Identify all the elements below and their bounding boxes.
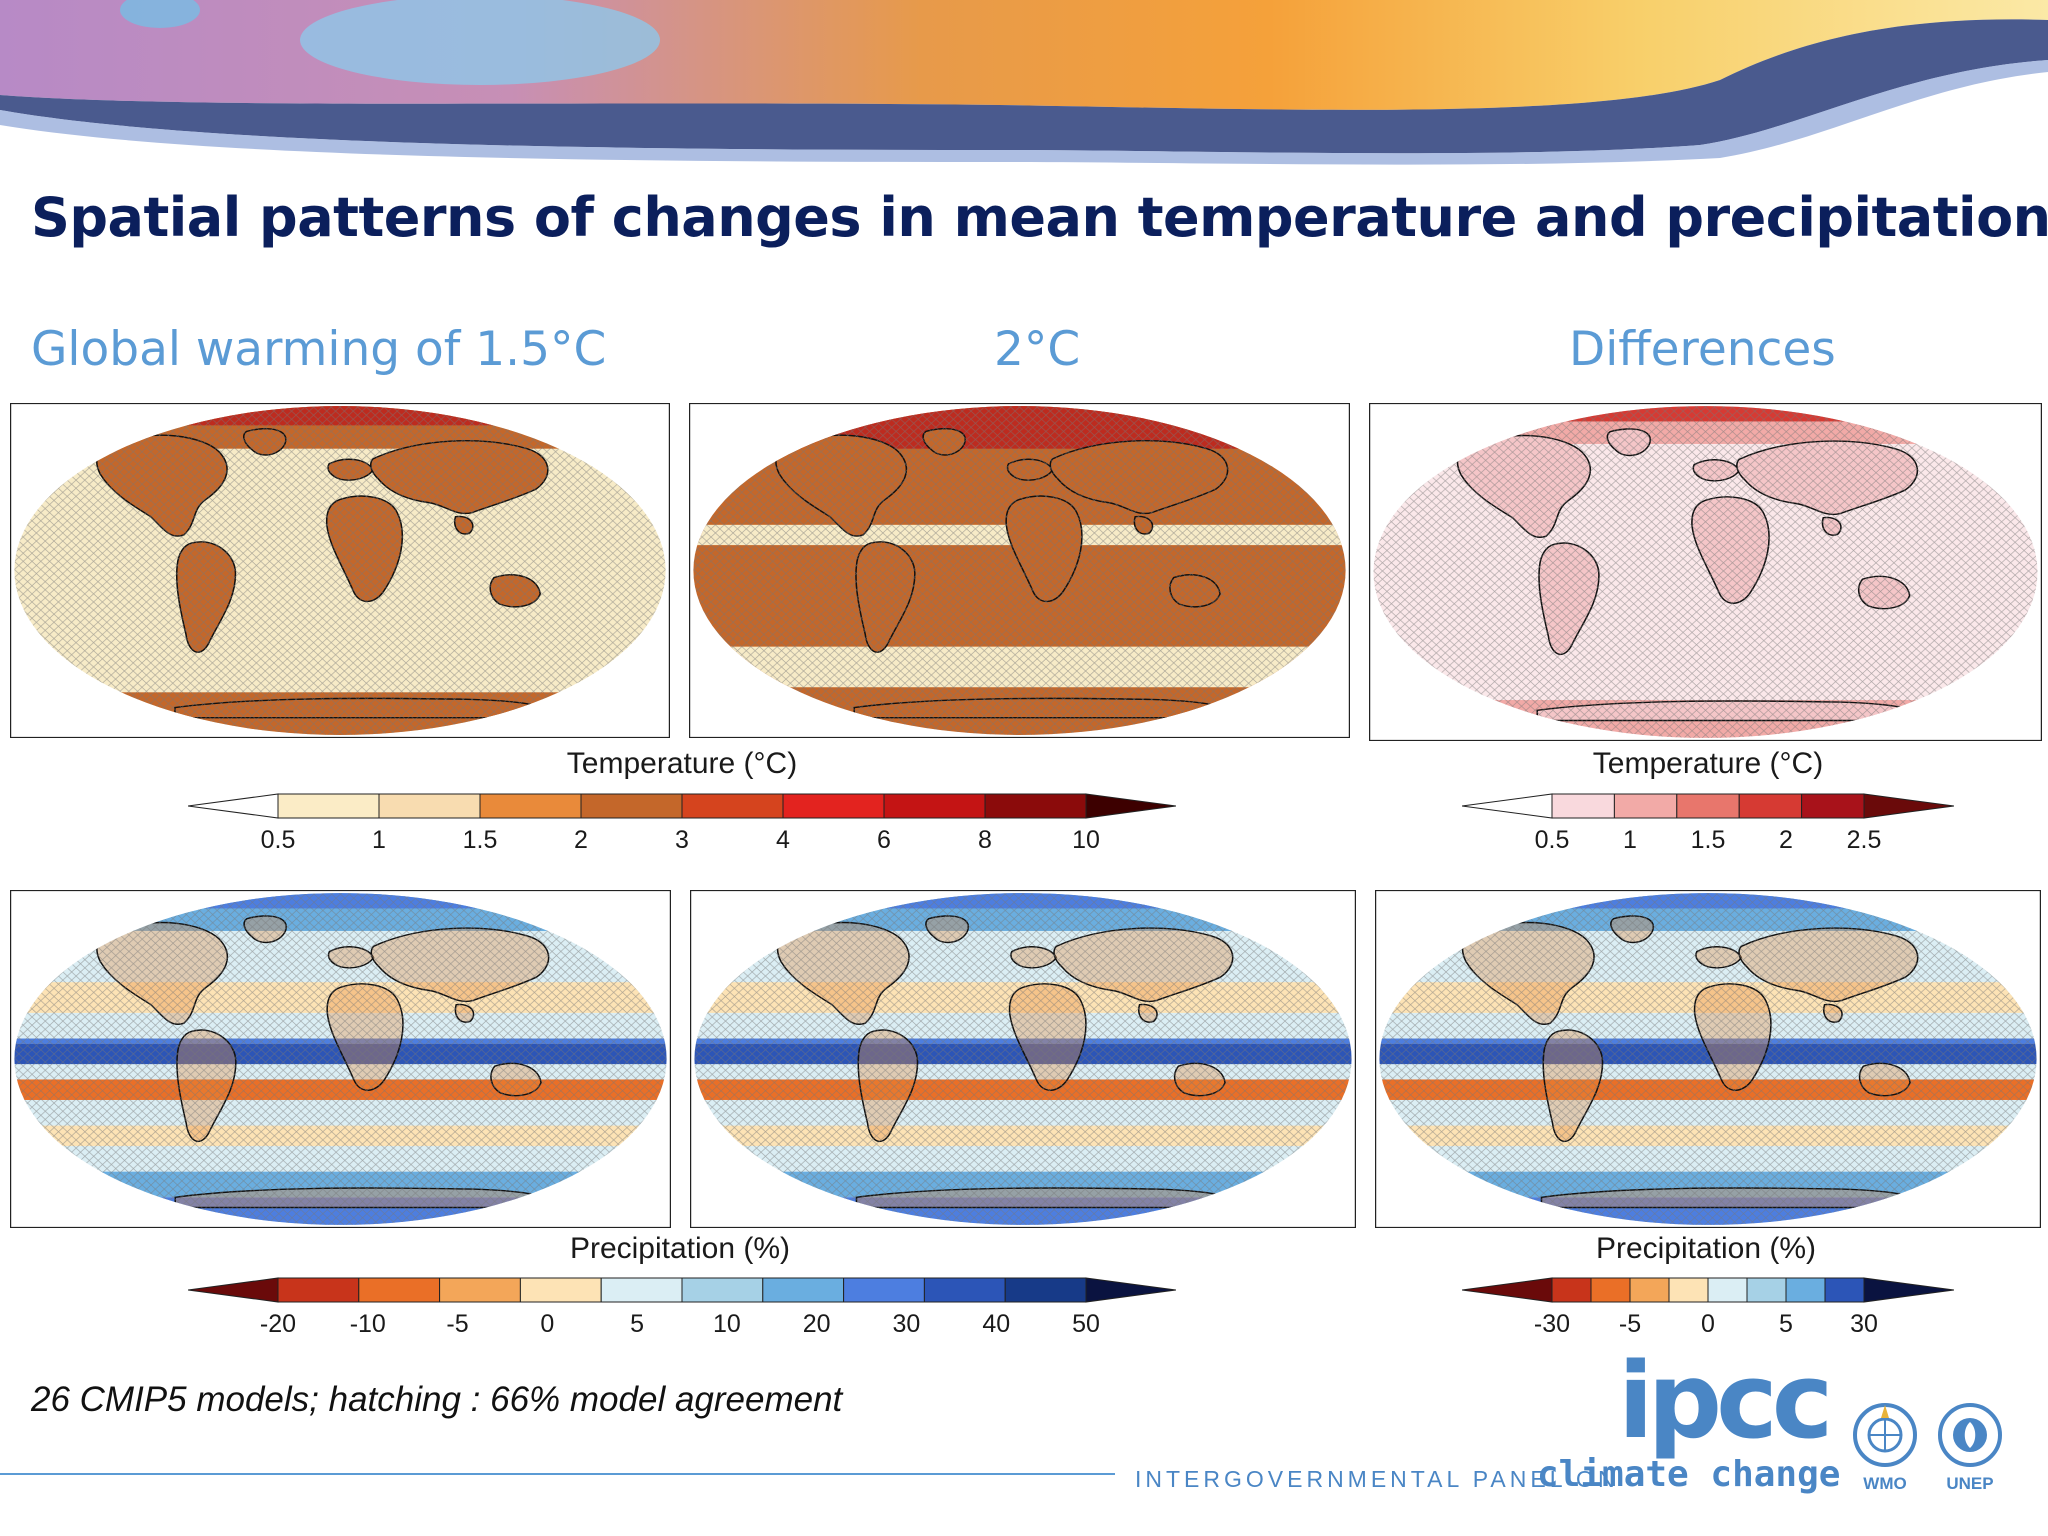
temperature-diff-colorbar-tick-label: 1.5: [1690, 826, 1726, 854]
map-precipitation-1-5c: [10, 890, 671, 1228]
precipitation-colorbar-tick-label: -5: [446, 1310, 469, 1338]
temperature-colorbar-swatch: [479, 793, 582, 819]
temperature-colorbar-tick-label: 4: [776, 826, 790, 854]
precipitation-diff-colorbar-swatch: [1629, 1277, 1670, 1303]
precipitation-diff-colorbar-tick-label: 5: [1779, 1310, 1793, 1338]
temperature-colorbar-swatch: [782, 793, 885, 819]
colorbar-precipitation-difference: -30 -5 0 5 30: [1462, 1276, 1954, 1338]
precipitation-diff-colorbar-tick-label: -30: [1533, 1310, 1571, 1338]
precipitation-diff-colorbar-swatch: [1551, 1277, 1592, 1303]
temperature-colorbar-tick-label: 8: [978, 826, 992, 854]
map-temperature-differences: [1369, 403, 2042, 741]
precipitation-diff-colorbar-extend-low: [1462, 1277, 1553, 1303]
precipitation-colorbar-swatch: [762, 1277, 845, 1303]
precipitation-colorbar-swatch: [358, 1277, 441, 1303]
precipitation-diff-colorbar-tick-label: -5: [1618, 1310, 1642, 1338]
wmo-label: WMO: [1863, 1474, 1907, 1493]
ipcc-logo-line2: climate change: [1537, 1454, 1841, 1495]
precipitation-diff-colorbar-swatch: [1746, 1277, 1787, 1303]
decorative-header-banner: [0, 0, 2048, 165]
temperature-colorbar-swatch: [984, 793, 1087, 819]
precipitation-colorbar-tick-label: 10: [712, 1310, 741, 1338]
temperature-colorbar-tick-label: 1.5: [462, 826, 498, 854]
temperature-colorbar-swatch: [580, 793, 683, 819]
colorbar-precipitation: -20 -10 -5 0 5 10 20 30 40 50: [188, 1276, 1176, 1338]
temperature-diff-colorbar-swatch: [1738, 793, 1803, 819]
precipitation-diff-colorbar-swatch: [1668, 1277, 1709, 1303]
precipitation-colorbar-extend-high: [1085, 1277, 1176, 1303]
ipcc-logo-wordmark: ipcc: [1618, 1340, 1833, 1462]
temperature-diff-colorbar-tick-label: 0.5: [1534, 826, 1570, 854]
precipitation-colorbar-swatch: [1004, 1277, 1087, 1303]
precipitation-colorbar-extend-low: [188, 1277, 279, 1303]
map-temperature-1-5c: [10, 403, 670, 738]
temperature-diff-colorbar-extend-high: [1863, 793, 1954, 819]
temperature-diff-colorbar-tick-label: 2: [1779, 826, 1793, 854]
precipitation-colorbar-tick-label: 5: [630, 1310, 645, 1338]
precipitation-colorbar-tick-label: -10: [349, 1310, 386, 1338]
column-heading-differences: Differences: [1569, 322, 1836, 377]
colorbar-title-temperature: Temperature (°C): [566, 747, 798, 780]
temperature-diff-colorbar-swatch: [1613, 793, 1678, 819]
temperature-diff-colorbar-swatch: [1676, 793, 1740, 819]
footnote: 26 CMIP5 models; hatching : 66% model ag…: [31, 1380, 843, 1419]
map-precipitation-differences: [1375, 890, 2041, 1228]
precipitation-diff-colorbar-swatch: [1590, 1277, 1631, 1303]
precipitation-colorbar-swatch: [439, 1277, 521, 1303]
precipitation-diff-colorbar-swatch: [1785, 1277, 1826, 1303]
precipitation-colorbar-swatch: [519, 1277, 602, 1303]
temperature-colorbar-tick-label: 6: [877, 826, 891, 854]
temperature-colorbar-extend-low: [188, 793, 279, 819]
temperature-diff-colorbar-swatch: [1801, 793, 1865, 819]
precipitation-diff-colorbar-tick-label: 30: [1850, 1310, 1878, 1338]
column-heading-1-5c: Global warming of 1.5°C: [31, 322, 607, 377]
temperature-colorbar-swatch: [378, 793, 481, 819]
temperature-colorbar-swatch: [277, 793, 380, 819]
temperature-colorbar-extend-high: [1085, 793, 1176, 819]
temperature-colorbar-swatch: [681, 793, 784, 819]
temperature-colorbar-tick-label: 10: [1072, 826, 1100, 854]
colorbar-temperature-difference: 0.5 1 1.5 2 2.5: [1462, 792, 1954, 854]
precipitation-colorbar-swatch: [843, 1277, 925, 1303]
precipitation-colorbar-tick-label: 0: [540, 1310, 555, 1338]
precipitation-colorbar-tick-label: 30: [892, 1310, 921, 1338]
precipitation-colorbar-tick-label: 20: [802, 1310, 831, 1338]
precipitation-diff-colorbar-tick-label: 0: [1701, 1310, 1715, 1338]
colorbar-title-precipitation: Precipitation (%): [569, 1232, 791, 1265]
temperature-diff-colorbar-swatch: [1551, 793, 1615, 819]
unep-emblem-icon: [1938, 1403, 2002, 1467]
precipitation-colorbar-swatch: [681, 1277, 764, 1303]
precipitation-colorbar-swatch: [600, 1277, 683, 1303]
unep-label: UNEP: [1946, 1474, 1994, 1493]
precipitation-colorbar-tick-label: 40: [982, 1310, 1011, 1338]
colorbar-temperature: 0.5 1 1.5 2 3 4 6 8 10: [188, 792, 1176, 854]
temperature-colorbar-swatch: [883, 793, 986, 819]
map-temperature-2c: [689, 403, 1350, 738]
footer-rule: [0, 1473, 1115, 1475]
temperature-diff-colorbar-extend-low: [1462, 793, 1553, 819]
map-precipitation-2c: [690, 890, 1356, 1228]
temperature-diff-colorbar-tick-label: 2.5: [1846, 826, 1882, 854]
precipitation-colorbar-swatch: [923, 1277, 1006, 1303]
precipitation-diff-colorbar-extend-high: [1863, 1277, 1954, 1303]
precipitation-diff-colorbar-swatch: [1824, 1277, 1865, 1303]
temperature-colorbar-tick-label: 3: [675, 826, 689, 854]
ipcc-logo-line1: INTERGOVERNMENTAL PANEL ON: [1135, 1466, 1619, 1492]
temperature-diff-colorbar-tick-label: 1: [1623, 826, 1637, 854]
wmo-emblem-icon: [1853, 1403, 1917, 1467]
temperature-colorbar-tick-label: 2: [574, 826, 588, 854]
column-heading-2c: 2°C: [994, 322, 1081, 377]
precipitation-colorbar-swatch: [277, 1277, 360, 1303]
colorbar-title-precipitation-difference: Precipitation (%): [1595, 1232, 1817, 1265]
colorbar-title-temperature-difference: Temperature (°C): [1592, 747, 1824, 780]
slide-title: Spatial patterns of changes in mean temp…: [31, 186, 2048, 249]
precipitation-colorbar-tick-label: -20: [259, 1310, 297, 1338]
precipitation-colorbar-tick-label: 50: [1072, 1310, 1100, 1338]
precipitation-diff-colorbar-swatch: [1707, 1277, 1748, 1303]
temperature-colorbar-tick-label: 1: [372, 826, 386, 854]
temperature-colorbar-tick-label: 0.5: [260, 826, 296, 854]
